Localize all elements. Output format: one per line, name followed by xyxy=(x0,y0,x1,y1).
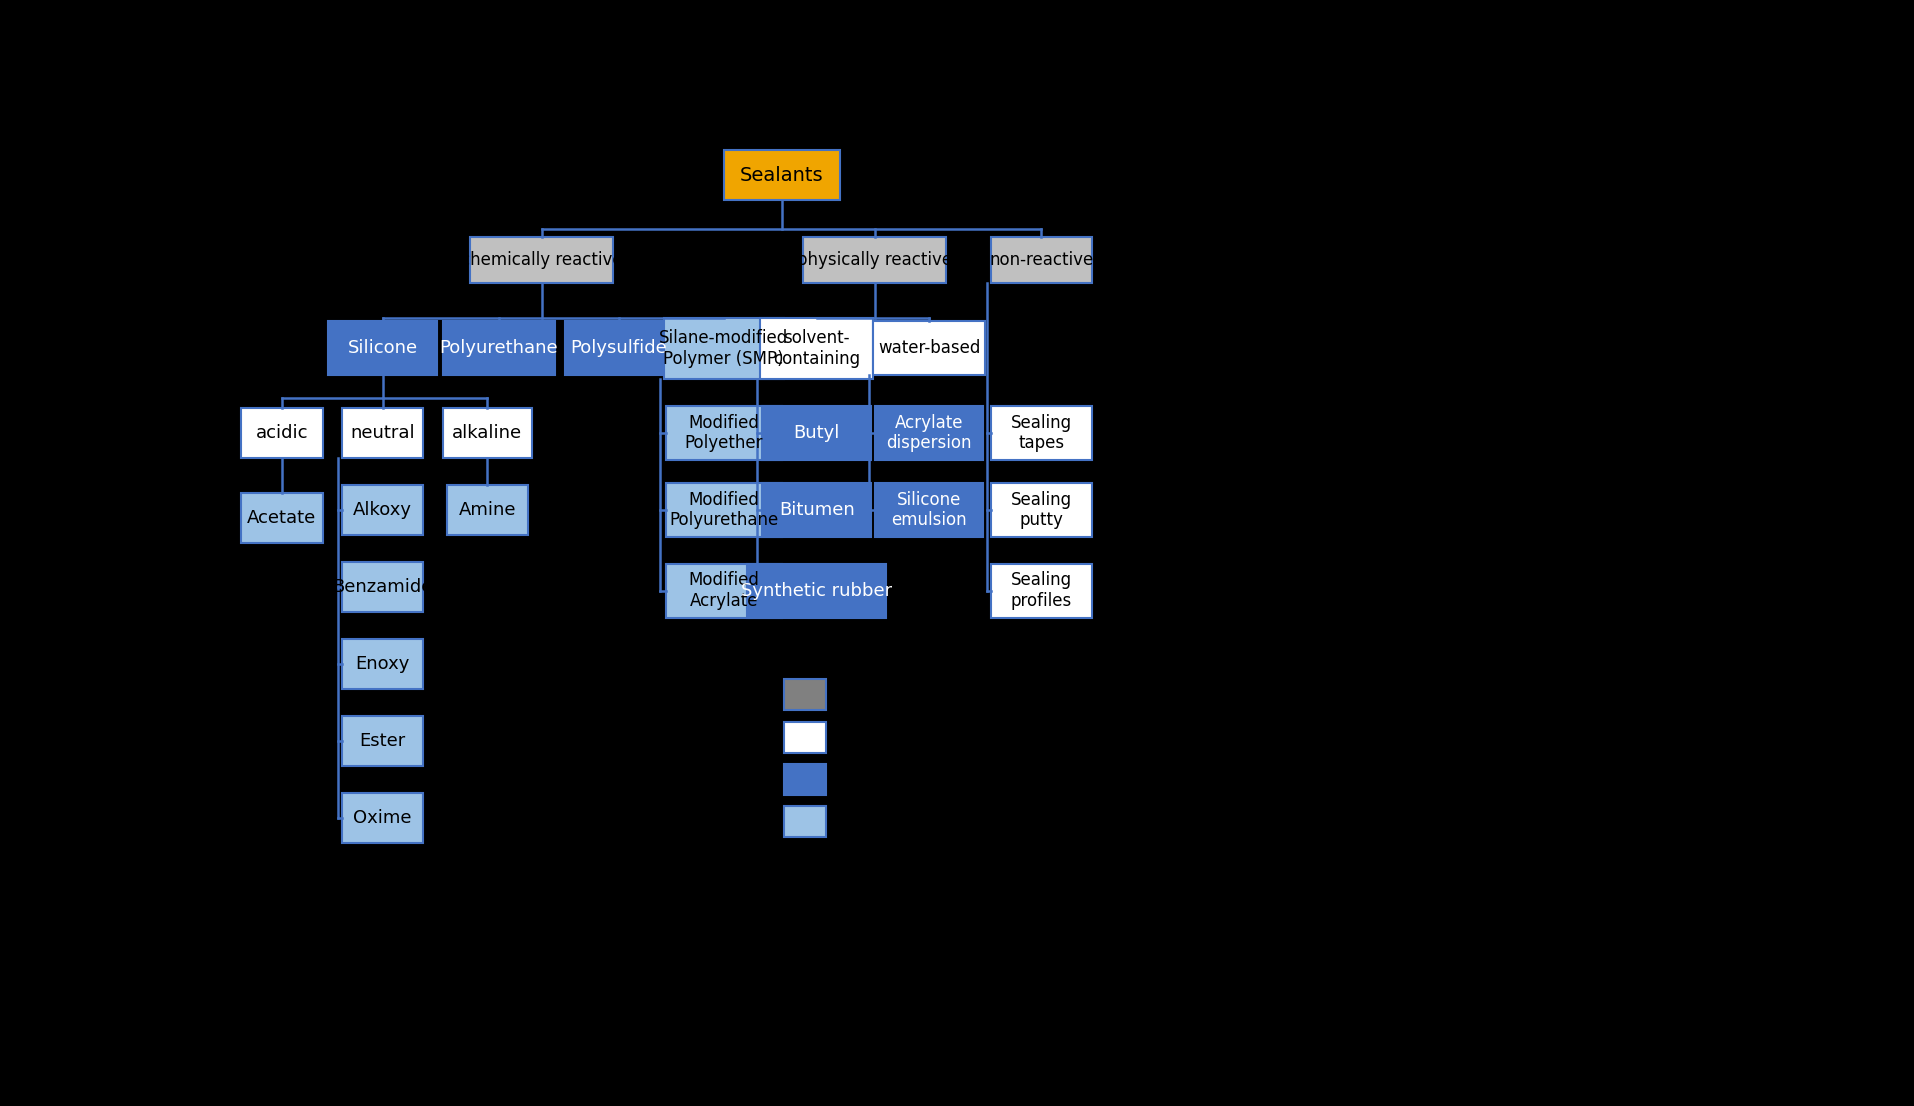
Text: Acrylate
dispersion: Acrylate dispersion xyxy=(886,414,972,452)
Text: Modified
Polyurethane: Modified Polyurethane xyxy=(670,491,779,530)
FancyBboxPatch shape xyxy=(329,322,436,375)
Text: Silicone: Silicone xyxy=(348,340,417,357)
FancyBboxPatch shape xyxy=(343,639,423,689)
Text: Sealing
putty: Sealing putty xyxy=(1011,491,1072,530)
FancyBboxPatch shape xyxy=(783,806,827,837)
Text: Amine: Amine xyxy=(459,501,517,519)
FancyBboxPatch shape xyxy=(762,483,871,538)
FancyBboxPatch shape xyxy=(446,486,528,535)
Text: Synthetic rubber: Synthetic rubber xyxy=(741,582,892,599)
Text: solvent-
containing: solvent- containing xyxy=(773,328,859,367)
FancyBboxPatch shape xyxy=(469,237,612,283)
FancyBboxPatch shape xyxy=(991,237,1091,283)
FancyBboxPatch shape xyxy=(343,793,423,843)
FancyBboxPatch shape xyxy=(565,322,674,375)
Text: Sealing
profiles: Sealing profiles xyxy=(1011,572,1072,611)
Text: chemically reactive: chemically reactive xyxy=(461,251,622,269)
FancyBboxPatch shape xyxy=(783,722,827,752)
Text: Benzamide: Benzamide xyxy=(333,578,433,596)
Text: non-reactive: non-reactive xyxy=(990,251,1093,269)
FancyBboxPatch shape xyxy=(873,322,986,375)
FancyBboxPatch shape xyxy=(991,483,1091,538)
FancyBboxPatch shape xyxy=(666,406,781,460)
Text: Sealants: Sealants xyxy=(741,166,823,185)
Text: Butyl: Butyl xyxy=(794,424,840,442)
Text: Polysulfide: Polysulfide xyxy=(570,340,668,357)
FancyBboxPatch shape xyxy=(783,679,827,710)
FancyBboxPatch shape xyxy=(241,408,323,458)
Text: Ester: Ester xyxy=(360,732,406,750)
Text: Sealing
tapes: Sealing tapes xyxy=(1011,414,1072,452)
FancyBboxPatch shape xyxy=(804,237,946,283)
Text: neutral: neutral xyxy=(350,424,415,442)
FancyBboxPatch shape xyxy=(991,406,1091,460)
FancyBboxPatch shape xyxy=(343,716,423,766)
FancyBboxPatch shape xyxy=(723,150,840,200)
Text: water-based: water-based xyxy=(879,340,980,357)
Text: Acetate: Acetate xyxy=(247,509,316,526)
FancyBboxPatch shape xyxy=(664,317,783,379)
Text: acidic: acidic xyxy=(256,424,308,442)
FancyBboxPatch shape xyxy=(666,564,781,618)
FancyBboxPatch shape xyxy=(783,764,827,795)
Text: Oxime: Oxime xyxy=(354,808,412,827)
FancyBboxPatch shape xyxy=(875,406,984,460)
Text: Alkoxy: Alkoxy xyxy=(352,501,412,519)
FancyBboxPatch shape xyxy=(442,408,532,458)
Text: Silicone
emulsion: Silicone emulsion xyxy=(892,491,967,530)
Text: Bitumen: Bitumen xyxy=(779,501,854,519)
FancyBboxPatch shape xyxy=(343,562,423,612)
FancyBboxPatch shape xyxy=(875,483,984,538)
FancyBboxPatch shape xyxy=(762,406,871,460)
FancyBboxPatch shape xyxy=(991,564,1091,618)
Text: Enoxy: Enoxy xyxy=(356,655,410,674)
FancyBboxPatch shape xyxy=(241,492,323,543)
FancyBboxPatch shape xyxy=(746,564,886,618)
Text: Modified
Acrylate: Modified Acrylate xyxy=(689,572,760,611)
Text: Polyurethane: Polyurethane xyxy=(440,340,559,357)
FancyBboxPatch shape xyxy=(343,486,423,535)
Text: Silane-modified
Polymer (SMP): Silane-modified Polymer (SMP) xyxy=(658,328,789,367)
FancyBboxPatch shape xyxy=(442,322,555,375)
Text: alkaline: alkaline xyxy=(452,424,523,442)
Text: Modified
Polyether: Modified Polyether xyxy=(685,414,764,452)
FancyBboxPatch shape xyxy=(343,408,423,458)
FancyBboxPatch shape xyxy=(760,317,873,379)
Text: physically reactive: physically reactive xyxy=(798,251,953,269)
FancyBboxPatch shape xyxy=(666,483,781,538)
